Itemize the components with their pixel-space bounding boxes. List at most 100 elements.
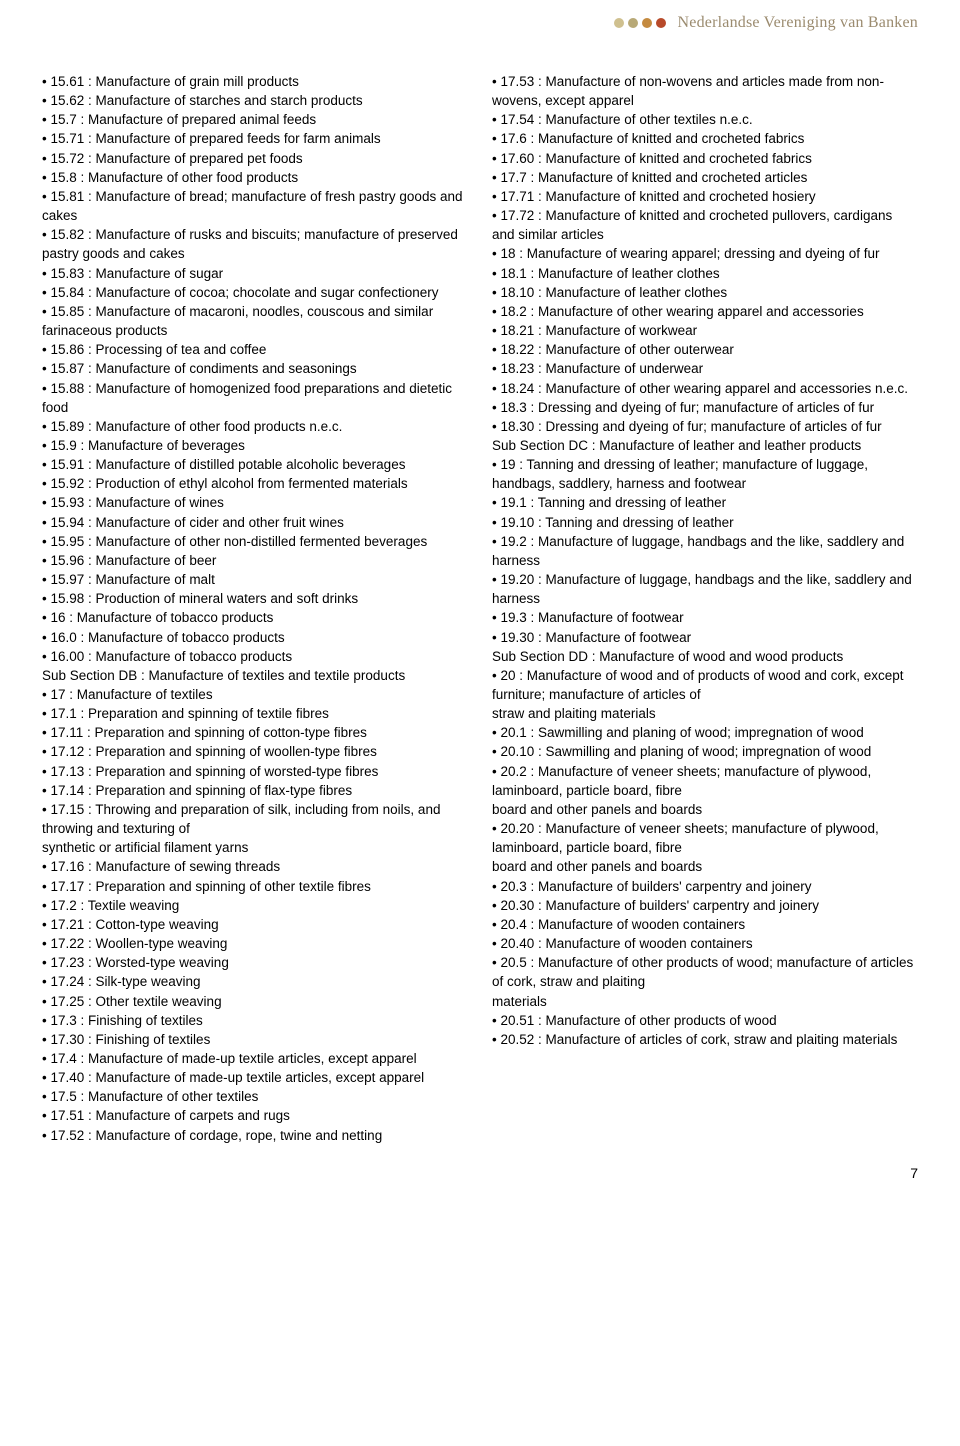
list-line: • 20.10 : Sawmilling and planing of wood… [492, 742, 918, 761]
list-line: • 17.51 : Manufacture of carpets and rug… [42, 1106, 468, 1125]
list-line: • 19.3 : Manufacture of footwear [492, 608, 918, 627]
list-line: • 20.3 : Manufacture of builders' carpen… [492, 877, 918, 896]
list-line: • 17.40 : Manufacture of made-up textile… [42, 1068, 468, 1087]
page-number: 7 [0, 1165, 960, 1201]
list-line: • 17.24 : Silk-type weaving [42, 972, 468, 991]
list-line: • 20 : Manufacture of wood and of produc… [492, 666, 918, 704]
list-line: • 17.30 : Finishing of textiles [42, 1030, 468, 1049]
list-line: • 15.88 : Manufacture of homogenized foo… [42, 379, 468, 417]
list-line: Sub Section DC : Manufacture of leather … [492, 436, 918, 455]
brand-dots [614, 18, 666, 28]
list-line: • 19.2 : Manufacture of luggage, handbag… [492, 532, 918, 570]
list-line: • 15.62 : Manufacture of starches and st… [42, 91, 468, 110]
list-line: board and other panels and boards [492, 857, 918, 876]
list-line: • 15.86 : Processing of tea and coffee [42, 340, 468, 359]
list-line: • 16.00 : Manufacture of tobacco product… [42, 647, 468, 666]
list-line: synthetic or artificial filament yarns [42, 838, 468, 857]
list-line: • 17.5 : Manufacture of other textiles [42, 1087, 468, 1106]
list-line: • 17.22 : Woollen-type weaving [42, 934, 468, 953]
list-line: • 17.71 : Manufacture of knitted and cro… [492, 187, 918, 206]
list-line: • 17.72 : Manufacture of knitted and cro… [492, 206, 918, 244]
list-line: • 18.10 : Manufacture of leather clothes [492, 283, 918, 302]
list-line: • 15.89 : Manufacture of other food prod… [42, 417, 468, 436]
list-line: • 18.24 : Manufacture of other wearing a… [492, 379, 918, 398]
list-line: Sub Section DD : Manufacture of wood and… [492, 647, 918, 666]
page-header: Nederlandse Vereniging van Banken [0, 0, 960, 42]
list-line: • 17.54 : Manufacture of other textiles … [492, 110, 918, 129]
list-line: • 15.9 : Manufacture of beverages [42, 436, 468, 455]
list-line: • 19.20 : Manufacture of luggage, handba… [492, 570, 918, 608]
list-line: • 15.94 : Manufacture of cider and other… [42, 513, 468, 532]
list-line: • 15.96 : Manufacture of beer [42, 551, 468, 570]
list-line: Sub Section DB : Manufacture of textiles… [42, 666, 468, 685]
list-line: • 17.17 : Preparation and spinning of ot… [42, 877, 468, 896]
list-line: • 17.11 : Preparation and spinning of co… [42, 723, 468, 742]
list-line: • 15.81 : Manufacture of bread; manufact… [42, 187, 468, 225]
list-line: • 15.72 : Manufacture of prepared pet fo… [42, 149, 468, 168]
list-line: • 17.14 : Preparation and spinning of fl… [42, 781, 468, 800]
list-line: • 20.1 : Sawmilling and planing of wood;… [492, 723, 918, 742]
list-line: • 17.53 : Manufacture of non-wovens and … [492, 72, 918, 110]
list-line: • 15.98 : Production of mineral waters a… [42, 589, 468, 608]
list-line: • 20.4 : Manufacture of wooden container… [492, 915, 918, 934]
list-line: • 17.15 : Throwing and preparation of si… [42, 800, 468, 838]
list-line: board and other panels and boards [492, 800, 918, 819]
dot-icon [628, 18, 638, 28]
list-line: • 17.12 : Preparation and spinning of wo… [42, 742, 468, 761]
right-column: • 17.53 : Manufacture of non-wovens and … [492, 72, 918, 1145]
list-line: • 17.3 : Finishing of textiles [42, 1011, 468, 1030]
list-line: • 17.16 : Manufacture of sewing threads [42, 857, 468, 876]
list-line: • 17.4 : Manufacture of made-up textile … [42, 1049, 468, 1068]
list-line: • 17.52 : Manufacture of cordage, rope, … [42, 1126, 468, 1145]
list-line: • 15.83 : Manufacture of sugar [42, 264, 468, 283]
list-line: • 17.13 : Preparation and spinning of wo… [42, 762, 468, 781]
list-line: • 17.60 : Manufacture of knitted and cro… [492, 149, 918, 168]
list-line: • 20.30 : Manufacture of builders' carpe… [492, 896, 918, 915]
list-line: • 17.1 : Preparation and spinning of tex… [42, 704, 468, 723]
list-line: • 15.7 : Manufacture of prepared animal … [42, 110, 468, 129]
list-line: • 15.92 : Production of ethyl alcohol fr… [42, 474, 468, 493]
list-line: • 20.40 : Manufacture of wooden containe… [492, 934, 918, 953]
list-line: • 18 : Manufacture of wearing apparel; d… [492, 244, 918, 263]
dot-icon [656, 18, 666, 28]
list-line: • 18.22 : Manufacture of other outerwear [492, 340, 918, 359]
list-line: • 18.30 : Dressing and dyeing of fur; ma… [492, 417, 918, 436]
list-line: • 18.23 : Manufacture of underwear [492, 359, 918, 378]
list-line: • 20.5 : Manufacture of other products o… [492, 953, 918, 991]
list-line: • 17.23 : Worsted-type weaving [42, 953, 468, 972]
list-line: materials [492, 992, 918, 1011]
list-line: • 17 : Manufacture of textiles [42, 685, 468, 704]
list-line: • 19.1 : Tanning and dressing of leather [492, 493, 918, 512]
list-line: • 15.8 : Manufacture of other food produ… [42, 168, 468, 187]
list-line: • 17.2 : Textile weaving [42, 896, 468, 915]
content-columns: • 15.61 : Manufacture of grain mill prod… [0, 42, 960, 1165]
list-line: • 18.2 : Manufacture of other wearing ap… [492, 302, 918, 321]
dot-icon [614, 18, 624, 28]
list-line: • 19 : Tanning and dressing of leather; … [492, 455, 918, 493]
list-line: straw and plaiting materials [492, 704, 918, 723]
list-line: • 15.93 : Manufacture of wines [42, 493, 468, 512]
list-line: • 20.52 : Manufacture of articles of cor… [492, 1030, 918, 1049]
list-line: • 20.20 : Manufacture of veneer sheets; … [492, 819, 918, 857]
list-line: • 18.1 : Manufacture of leather clothes [492, 264, 918, 283]
list-line: • 19.30 : Manufacture of footwear [492, 628, 918, 647]
list-line: • 15.82 : Manufacture of rusks and biscu… [42, 225, 468, 263]
list-line: • 20.2 : Manufacture of veneer sheets; m… [492, 762, 918, 800]
left-column: • 15.61 : Manufacture of grain mill prod… [42, 72, 468, 1145]
brand-text: Nederlandse Vereniging van Banken [678, 14, 918, 32]
list-line: • 20.51 : Manufacture of other products … [492, 1011, 918, 1030]
list-line: • 15.61 : Manufacture of grain mill prod… [42, 72, 468, 91]
list-line: • 16.0 : Manufacture of tobacco products [42, 628, 468, 647]
list-line: • 15.85 : Manufacture of macaroni, noodl… [42, 302, 468, 340]
list-line: • 15.97 : Manufacture of malt [42, 570, 468, 589]
list-line: • 15.71 : Manufacture of prepared feeds … [42, 129, 468, 148]
list-line: • 17.25 : Other textile weaving [42, 992, 468, 1011]
list-line: • 15.84 : Manufacture of cocoa; chocolat… [42, 283, 468, 302]
list-line: • 17.7 : Manufacture of knitted and croc… [492, 168, 918, 187]
list-line: • 17.21 : Cotton-type weaving [42, 915, 468, 934]
list-line: • 15.87 : Manufacture of condiments and … [42, 359, 468, 378]
list-line: • 18.21 : Manufacture of workwear [492, 321, 918, 340]
dot-icon [642, 18, 652, 28]
list-line: • 19.10 : Tanning and dressing of leathe… [492, 513, 918, 532]
list-line: • 16 : Manufacture of tobacco products [42, 608, 468, 627]
